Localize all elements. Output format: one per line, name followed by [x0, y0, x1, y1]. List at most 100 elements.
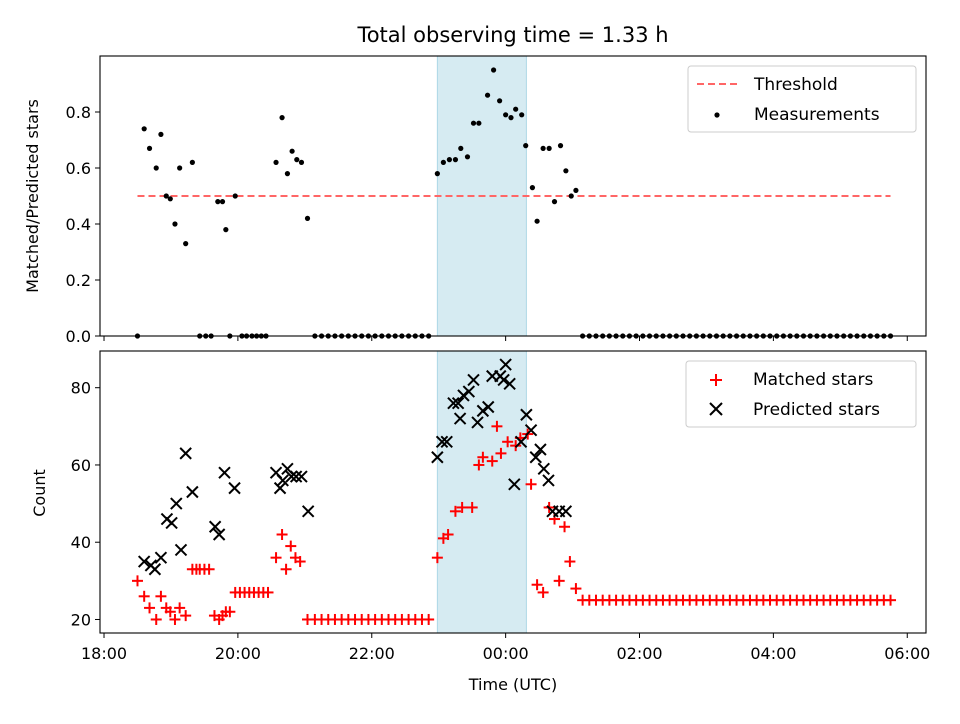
- predicted-star-marker: [431, 451, 444, 464]
- matched-star-marker: [276, 528, 288, 540]
- predicted-star-marker: [514, 435, 528, 448]
- matched-star-marker: [164, 606, 176, 618]
- measurement-point: [484, 92, 491, 98]
- measurement-point: [458, 145, 464, 151]
- predicted-star-marker: [208, 520, 222, 533]
- measurement-point: [551, 199, 558, 205]
- measurement-point: [223, 227, 229, 233]
- matched-star-marker: [564, 556, 576, 568]
- measurement-point: [557, 143, 564, 149]
- y-tick-label: 0.6: [66, 159, 91, 178]
- matched-star-marker: [262, 586, 274, 598]
- legend-measurement-label: Measurements: [754, 105, 880, 125]
- x-tick-label: 06:00: [884, 644, 930, 663]
- y-tick-label: 0.2: [66, 271, 91, 290]
- top-y-axis-label: Matched/Predicted stars: [23, 99, 42, 293]
- predicted-star-marker: [273, 481, 287, 495]
- matched-star-marker: [456, 501, 468, 513]
- predicted-star-marker: [218, 466, 231, 479]
- x-tick-label: 20:00: [215, 644, 261, 663]
- measurement-point: [513, 106, 519, 112]
- matched-star-marker: [491, 420, 503, 432]
- predicted-star-marker: [289, 470, 303, 483]
- measurement-point: [534, 218, 540, 224]
- predicted-star-marker: [524, 423, 538, 437]
- measurement-point: [508, 115, 514, 121]
- matched-star-marker: [294, 556, 306, 568]
- matched-star-marker: [885, 594, 897, 606]
- measurement-point: [568, 193, 574, 199]
- chart-title: Total observing time = 1.33 h: [356, 23, 668, 47]
- matched-star-marker: [224, 606, 236, 618]
- measurement-point: [141, 126, 147, 132]
- bottom-axes-frame: [99, 350, 927, 634]
- measurement-point: [464, 154, 471, 160]
- measurement-point: [232, 193, 238, 199]
- x-tick-label: 22:00: [349, 644, 395, 663]
- matched-star-marker: [285, 540, 297, 552]
- x-tick-label: 00:00: [483, 644, 529, 663]
- measurement-point: [452, 157, 459, 163]
- measurement-point: [146, 145, 153, 151]
- matched-star-marker: [180, 610, 192, 622]
- matched-star-marker: [495, 447, 507, 459]
- matched-star-marker: [449, 505, 461, 517]
- predicted-star-marker: [482, 400, 495, 414]
- matched-star-marker: [270, 552, 282, 564]
- legend-predicted-swatch: [709, 402, 723, 416]
- measurement-point: [519, 112, 525, 118]
- predicted-star-marker: [503, 377, 516, 391]
- top-legend: Threshold Measurements: [687, 65, 917, 133]
- legend-matched-label: Matched stars: [753, 370, 873, 390]
- measurement-point: [490, 67, 497, 73]
- measurement-point: [273, 159, 279, 165]
- predicted-star-marker: [179, 447, 192, 460]
- measurement-point: [546, 145, 552, 151]
- measurement-point: [189, 159, 195, 165]
- predicted-star-marker: [154, 551, 168, 564]
- y-tick-label: 0.0: [66, 327, 91, 346]
- matched-star-marker: [466, 501, 478, 513]
- predicted-star-marker: [212, 528, 226, 541]
- predicted-star-marker: [435, 435, 449, 448]
- x-tick-label: 04:00: [750, 644, 796, 663]
- x-axis-label: Time (UTC): [468, 675, 557, 694]
- matched-star-marker: [510, 440, 522, 452]
- matched-star-marker: [553, 575, 565, 587]
- predicted-star-marker: [476, 404, 490, 418]
- top-legend-box: [687, 65, 917, 133]
- measurement-point: [284, 171, 291, 177]
- bottom-panel: 20 40 60 80 18:00 20:00 22:00 00:00 02:00 04:00 0…: [30, 350, 930, 694]
- measurement-point: [219, 199, 226, 205]
- predicted-star-marker: [165, 516, 178, 530]
- y-tick-label: 0.8: [66, 103, 91, 122]
- top-panel: 0.00.20.40.60.8 Matched/Predicted stars …: [23, 55, 927, 346]
- y-tick-label: 20: [71, 610, 91, 629]
- matched-star-marker: [169, 613, 181, 625]
- predicted-stars-points: [137, 358, 573, 576]
- predicted-star-marker: [457, 389, 470, 402]
- bottom-x-ticks: 18:00 20:00 22:00 00:00 02:00 04:00 06:00: [81, 633, 930, 663]
- bottom-y-ticks: 20 40 60 80: [71, 379, 100, 629]
- bottom-highlight-span: [436, 350, 527, 634]
- matched-star-marker: [559, 521, 571, 533]
- matched-star-marker: [423, 613, 435, 625]
- predicted-star-marker: [520, 408, 533, 421]
- top-axes-frame: [99, 55, 927, 337]
- predicted-star-marker: [497, 373, 510, 387]
- matched-star-marker: [174, 602, 186, 614]
- measurement-point: [158, 131, 164, 137]
- measurement-point: [470, 120, 477, 126]
- predicted-star-marker: [295, 470, 308, 483]
- predicted-star-marker: [447, 396, 460, 410]
- top-x-ticks: [103, 336, 908, 341]
- measurement-point: [434, 171, 440, 177]
- y-tick-label: 60: [71, 456, 91, 475]
- measurement-point: [215, 199, 221, 205]
- y-tick-label: 40: [71, 533, 91, 552]
- measurement-point: [523, 143, 529, 149]
- matched-star-marker: [431, 552, 443, 564]
- top-y-ticks: 0.0 0.2 0.4 0.6 0.8: [66, 103, 100, 346]
- predicted-star-marker: [499, 358, 512, 371]
